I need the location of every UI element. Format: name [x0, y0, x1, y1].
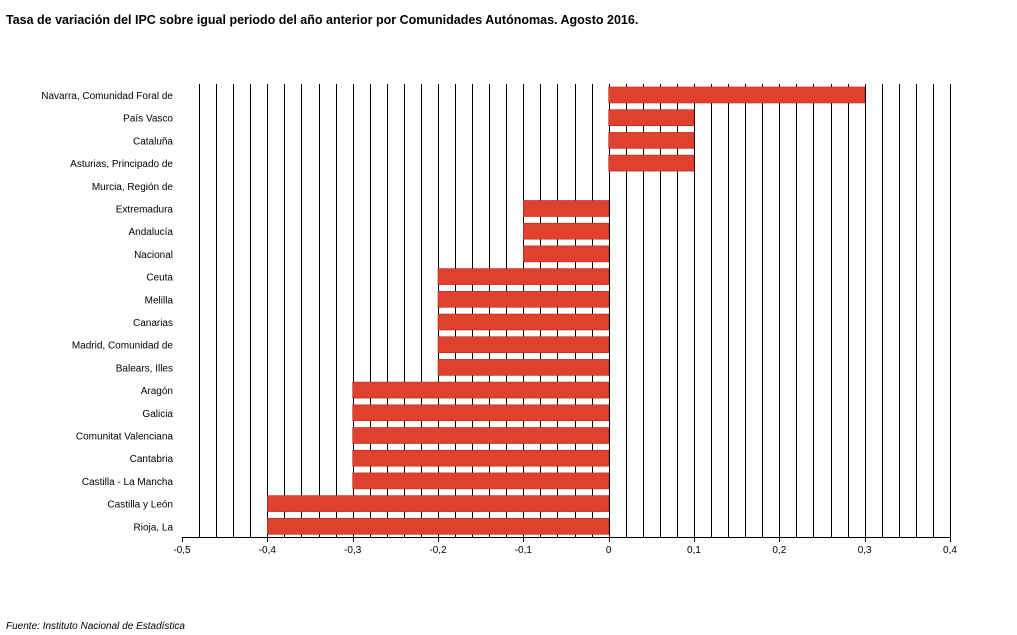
- category-label: Madrid, Comunidad de: [72, 341, 174, 352]
- chart-title: Tasa de variación del IPC sobre igual pe…: [6, 13, 639, 27]
- category-label: Extremadura: [116, 205, 174, 216]
- x-tick-label: 0: [606, 545, 612, 556]
- bar: [523, 200, 609, 217]
- category-labels: Navarra, Comunidad Foral de País Vasco Cat…: [41, 91, 173, 533]
- category-label: País Vasco: [123, 114, 173, 125]
- x-tick-label: -0,3: [344, 545, 362, 556]
- x-tick-label: -0,5: [173, 545, 191, 556]
- category-label: Cataluña: [133, 136, 173, 147]
- bar: [608, 154, 695, 172]
- category-label: Balears, Illes: [116, 363, 173, 374]
- x-tick-label: 0,4: [943, 545, 957, 556]
- x-tick-label: 0,1: [687, 545, 701, 556]
- category-label: Canarias: [133, 318, 173, 329]
- x-tick-label: -0,1: [515, 545, 533, 556]
- x-tick-labels: -0,5 -0,4 -0,3 -0,2 -0,1 0 0,1 0,2 0,3 0,4: [173, 545, 957, 556]
- bar: [437, 313, 609, 331]
- category-label: Andalucía: [129, 227, 174, 238]
- source-note: Fuente: Instituto Nacional de Estadístic…: [6, 621, 185, 632]
- bar: [523, 222, 609, 240]
- category-label: Navarra, Comunidad Foral de: [41, 91, 173, 102]
- category-label: Nacional: [134, 250, 173, 261]
- x-tick-label: 0,2: [772, 545, 786, 556]
- category-label: Castilla - La Mancha: [82, 477, 174, 488]
- category-label: Ceuta: [146, 273, 173, 284]
- category-label: Cantabria: [130, 454, 174, 465]
- x-axis: [182, 537, 951, 542]
- category-label: Rioja, La: [134, 522, 174, 533]
- bar: [437, 359, 609, 376]
- x-tick-label: 0,3: [858, 545, 872, 556]
- bar: [437, 268, 609, 285]
- bar: [267, 495, 609, 512]
- category-label: Murcia, Región de: [92, 182, 174, 193]
- category-label: Asturias, Principado de: [70, 159, 173, 170]
- bars: [267, 86, 865, 535]
- bar-chart: -0,5 -0,4 -0,3 -0,2 -0,1 0 0,1 0,2 0,3 0,4 Navarr…: [41, 84, 957, 556]
- category-label: Galicia: [142, 409, 173, 420]
- x-tick-label: -0,4: [259, 545, 277, 556]
- x-tick-label: -0,2: [429, 545, 447, 556]
- gridlines: [199, 84, 951, 537]
- bar: [437, 290, 609, 308]
- bar: [523, 245, 609, 263]
- bar: [352, 472, 609, 490]
- category-label: Melilla: [145, 295, 174, 306]
- bar: [352, 404, 609, 422]
- category-label: Aragón: [141, 386, 173, 397]
- bar: [608, 109, 695, 126]
- bar: [352, 381, 609, 399]
- bar: [608, 86, 865, 104]
- bar: [608, 132, 695, 149]
- category-label: Comunitat Valenciana: [76, 432, 174, 443]
- bar: [352, 427, 609, 444]
- bar: [267, 517, 609, 535]
- category-label: Castilla y León: [107, 500, 173, 511]
- bar: [437, 336, 609, 354]
- bar: [352, 449, 609, 467]
